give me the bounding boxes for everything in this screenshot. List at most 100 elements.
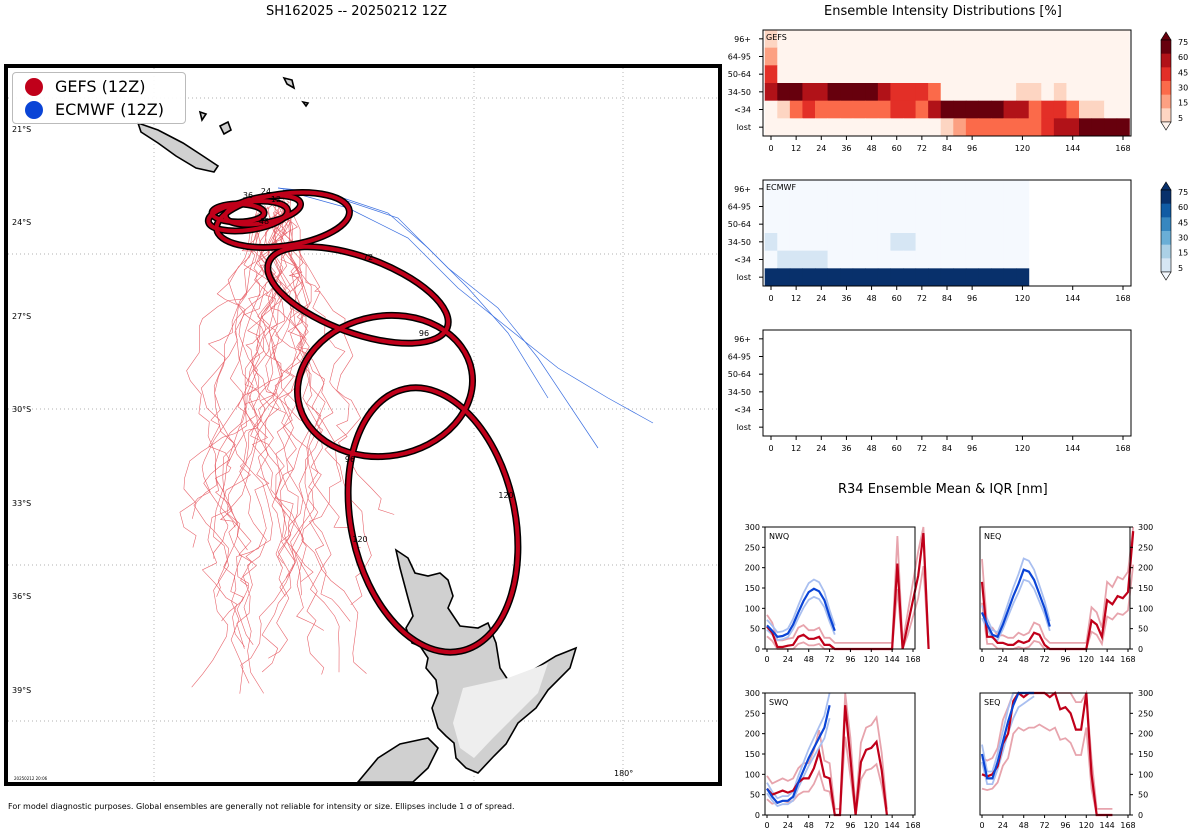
heat-cell	[827, 100, 841, 119]
heat-cell	[1028, 65, 1042, 84]
heat-cell	[789, 250, 803, 269]
heat-cell	[777, 180, 791, 199]
heat-cell	[827, 233, 841, 252]
heat-cell	[802, 268, 816, 287]
ellipse-label: 120	[352, 535, 367, 544]
category-label: lost	[737, 273, 751, 282]
heat-cell	[877, 65, 891, 84]
heat-cell	[890, 197, 904, 216]
heat-cell	[1016, 83, 1030, 102]
intensity-panel: 96+ 64-95 50-64 34-50 <34 lost 0 12 24 36 48 60 72 84…	[728, 329, 1132, 453]
x-tick-label: 72	[1039, 821, 1049, 830]
colorbar-tick-label: 5	[1178, 114, 1183, 123]
heat-cell	[865, 215, 879, 234]
heat-cell	[764, 100, 778, 119]
heat-cell	[764, 197, 778, 216]
gefs-iqr-upper	[766, 692, 888, 810]
heat-cell	[953, 65, 967, 84]
heat-cell	[1091, 30, 1105, 49]
colorbar-tick-label: 75	[1178, 188, 1188, 197]
x-tick-label: 168	[1115, 144, 1130, 153]
heat-cell	[1016, 197, 1030, 216]
colorbar-extend	[1160, 271, 1172, 281]
x-tick-label: 144	[885, 821, 900, 830]
intensity-panel: GEFS 96+ 64-95 50-64 34-50 <34 lost 0 12 24 36 48 60…	[728, 29, 1188, 153]
heat-cell	[840, 233, 854, 252]
heat-cell	[915, 65, 929, 84]
colorbar-tick-label: 45	[1178, 68, 1188, 77]
gefs-member-track	[214, 206, 277, 528]
gefs-mean-line	[980, 531, 1135, 651]
gefs-member-track	[229, 201, 299, 673]
heat-cell	[802, 30, 816, 49]
heat-cell	[789, 118, 803, 137]
heat-cell	[978, 180, 992, 199]
heat-cell	[903, 180, 917, 199]
heat-cell	[1079, 30, 1093, 49]
heat-cell	[1066, 83, 1080, 102]
gefs-iqr-upper	[766, 526, 930, 644]
heat-cell	[1003, 250, 1017, 269]
heat-cell	[991, 250, 1005, 269]
ellipse-label: 120	[498, 491, 513, 500]
gefs-marker-icon	[25, 77, 43, 96]
colorbar-extend	[1160, 121, 1172, 131]
heat-cell	[840, 197, 854, 216]
heat-cell	[978, 65, 992, 84]
x-tick-label: 84	[942, 144, 952, 153]
heat-cell	[953, 100, 967, 119]
gefs-member-track	[282, 197, 372, 606]
heat-cell	[965, 118, 979, 137]
heat-cell	[940, 100, 954, 119]
heat-cell	[1016, 250, 1030, 269]
heat-cell	[915, 268, 929, 287]
category-label: 96+	[734, 335, 751, 344]
heat-cell	[1016, 30, 1030, 49]
heat-cell	[802, 100, 816, 119]
ellipse-label: 36	[243, 191, 253, 200]
x-tick-label: 24	[816, 144, 826, 153]
lat-label: 21°S	[12, 125, 32, 134]
ellipse-label: 24	[261, 187, 271, 196]
heat-cell	[1066, 47, 1080, 66]
x-tick-label: 36	[841, 144, 851, 153]
legend-label: ECMWF (12Z)	[55, 100, 164, 119]
heat-cell	[928, 180, 942, 199]
heat-cell	[978, 30, 992, 49]
heat-cell	[802, 197, 816, 216]
colorbar-segment	[1161, 258, 1171, 273]
heat-cell	[1003, 233, 1017, 252]
colorbar-tick-label: 60	[1178, 53, 1188, 62]
heat-cell	[877, 197, 891, 216]
lat-label: 39°S	[12, 686, 32, 695]
heat-cell	[991, 197, 1005, 216]
heat-cell	[1016, 118, 1030, 137]
heat-cell	[1079, 100, 1093, 119]
heat-cell	[965, 233, 979, 252]
y-tick-label: 150	[745, 584, 760, 593]
heat-cell	[903, 268, 917, 287]
panel-label: NEQ	[984, 532, 1001, 541]
heat-cell	[877, 83, 891, 102]
legend-item-ecmwf: ECMWF (12Z)	[25, 100, 164, 119]
ecmwf-iqr-upper	[766, 692, 831, 800]
x-tick-label: 48	[1019, 655, 1029, 664]
heat-cell	[915, 30, 929, 49]
heat-cell	[953, 233, 967, 252]
heat-cell	[903, 30, 917, 49]
heat-cell	[815, 233, 829, 252]
x-tick-label: 24	[998, 821, 1008, 830]
heat-cell	[827, 268, 841, 287]
gefs-member-track	[201, 214, 293, 647]
r34-panel: SEQ 300 250 200 150 100 50 0 0 24 48 72 96 120 144 168	[979, 689, 1153, 830]
gefs-member-track	[279, 198, 323, 583]
ecmwf-iqr-lower	[766, 595, 836, 642]
colorbar-segment	[1161, 53, 1171, 68]
gefs-member-track	[200, 216, 284, 645]
heat-cell	[1016, 100, 1030, 119]
gefs-member-track	[186, 200, 290, 551]
heat-cell	[815, 215, 829, 234]
x-tick-label: 144	[1065, 444, 1080, 453]
r34-panel: NWQ 300 250 200 150 100 50 00 24 48 72 96 120 144 168	[745, 523, 930, 664]
heat-cell	[865, 100, 879, 119]
